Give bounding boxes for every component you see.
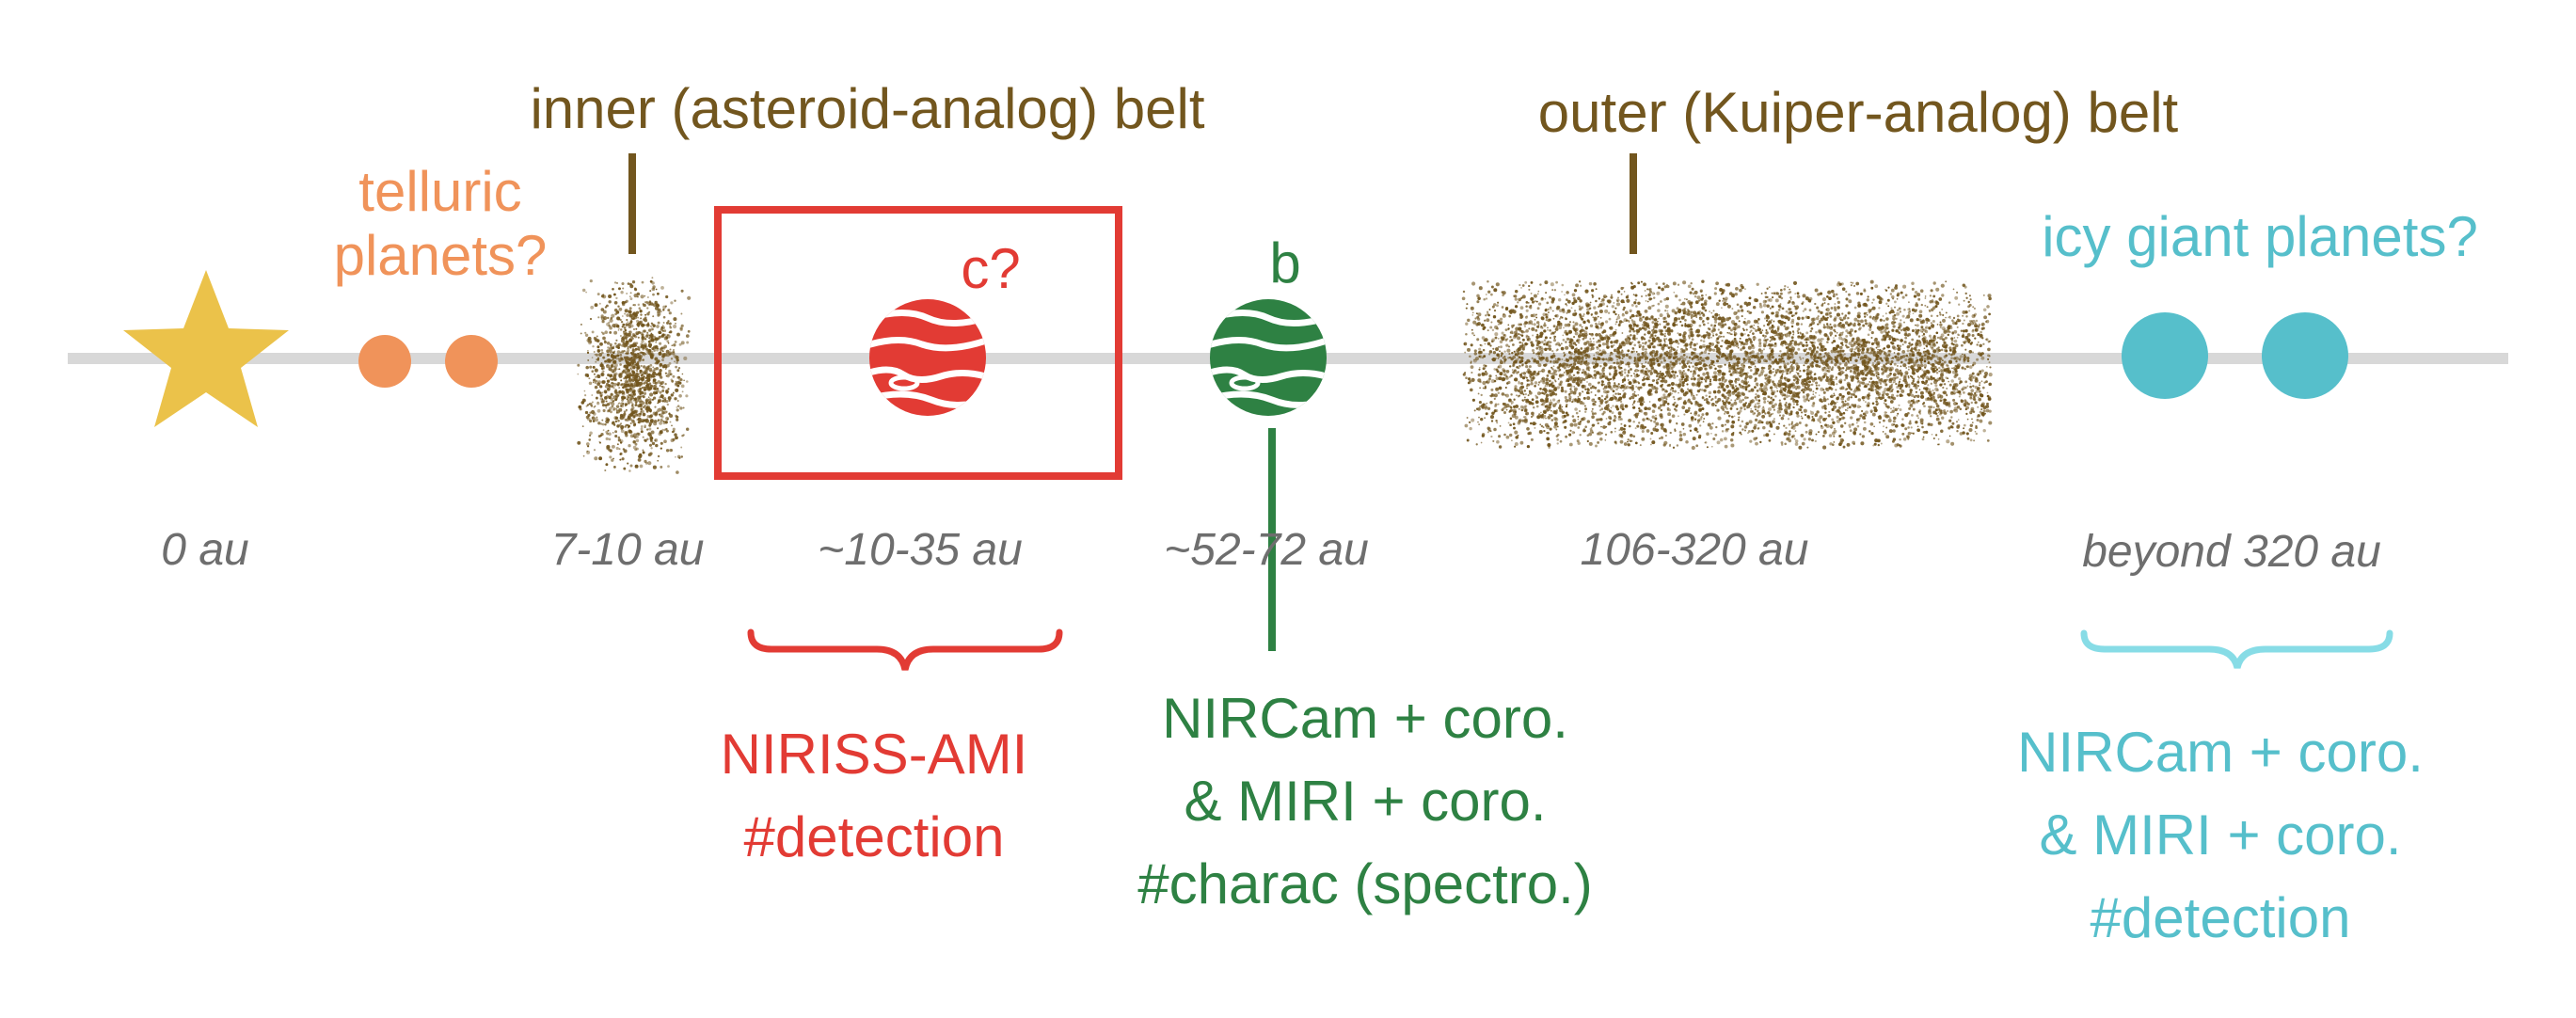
planet-b-label: b	[1269, 231, 1301, 294]
b-instr-line3: #charac (spectro.)	[1137, 852, 1593, 915]
planet-c-label: c?	[961, 237, 1021, 300]
inner-belt-dust	[577, 277, 692, 474]
distance-icy: beyond 320 au	[2082, 527, 2381, 577]
inner-belt-label: inner (asteroid-analog) belt	[530, 77, 1205, 140]
telluric-label-line1: telluric	[358, 160, 522, 223]
b-instr-line2: & MIRI + coro.	[1184, 770, 1547, 833]
outer-belt-label: outer (Kuiper-analog) belt	[1537, 81, 2179, 144]
outer-belt-dust	[1461, 279, 1993, 451]
icy-giant-planet-2	[2262, 312, 2348, 399]
niriss-detection-box	[714, 206, 1122, 480]
distance-star: 0 au	[161, 525, 249, 575]
icy-instr-line2: & MIRI + coro.	[2039, 803, 2402, 867]
icy-giants-label: icy giant planets?	[2042, 205, 2478, 268]
niriss-instrument-label: NIRISS-AMI #detection	[721, 726, 1028, 866]
icy-instr-line1: NIRCam + coro.	[2017, 721, 2424, 784]
niriss-line1: NIRISS-AMI	[720, 723, 1028, 786]
planet-b-instrument-label: NIRCam + coro. & MIRI + coro. #charac (s…	[1137, 691, 1593, 913]
distance-inner-belt: 7-10 au	[550, 525, 705, 575]
distance-planet-c: ~10-35 au	[818, 525, 1023, 575]
icy-brace	[2080, 629, 2393, 669]
planet-c-icon	[869, 299, 986, 416]
planet-b-icon	[1210, 299, 1327, 416]
icy-instrument-label: NIRCam + coro. & MIRI + coro. #detection	[2017, 724, 2424, 946]
telluric-label-line2: planets?	[333, 224, 548, 287]
niriss-line2: #detection	[743, 805, 1005, 868]
telluric-planets-label: telluric planets?	[334, 164, 548, 284]
telluric-planet-2	[445, 335, 498, 388]
icy-giant-planet-1	[2122, 312, 2208, 399]
icy-instr-line3: #detection	[2090, 886, 2351, 949]
niriss-brace	[747, 628, 1063, 671]
b-instr-line1: NIRCam + coro.	[1162, 687, 1568, 750]
distance-planet-b: ~52-72 au	[1164, 525, 1369, 575]
telluric-planet-1	[358, 335, 411, 388]
star-icon	[123, 270, 289, 427]
distance-outer-belt: 106-320 au	[1580, 525, 1809, 575]
